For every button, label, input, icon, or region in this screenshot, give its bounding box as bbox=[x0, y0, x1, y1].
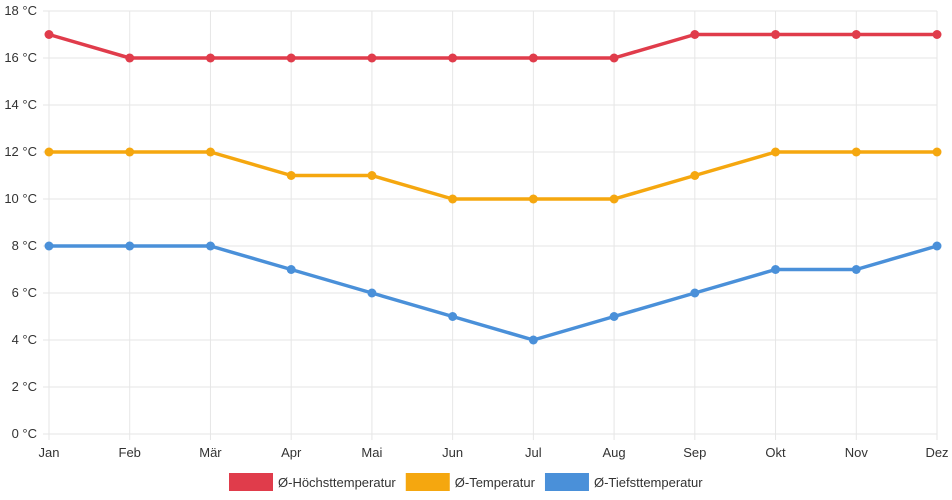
series-line-2 bbox=[47, 244, 939, 342]
x-axis-ticks: Jan Feb Mär Apr Mai Jun Jul Aug Sep Okt Nov Dez bbox=[39, 445, 949, 460]
data-point[interactable] bbox=[125, 147, 135, 157]
data-point[interactable] bbox=[286, 53, 296, 63]
y-tick-label: 0 °C bbox=[12, 426, 37, 441]
data-point[interactable] bbox=[851, 265, 861, 274]
data-point[interactable] bbox=[44, 241, 54, 251]
series-line-0 bbox=[47, 32, 939, 60]
x-tick-label: Dez bbox=[925, 445, 948, 460]
y-tick-label: 12 °C bbox=[4, 144, 37, 159]
x-tick-label: Jan bbox=[39, 445, 60, 460]
legend-swatch bbox=[229, 473, 273, 491]
data-point[interactable] bbox=[690, 171, 700, 180]
series-line-1 bbox=[47, 150, 939, 201]
y-tick-label: 8 °C bbox=[12, 238, 37, 253]
x-tick-label: Jul bbox=[525, 445, 542, 460]
data-point[interactable] bbox=[367, 53, 377, 63]
x-tick-label: Okt bbox=[765, 445, 786, 460]
data-point[interactable] bbox=[771, 265, 781, 274]
data-point[interactable] bbox=[528, 194, 538, 204]
data-point[interactable] bbox=[851, 147, 861, 157]
y-tick-label: 18 °C bbox=[4, 3, 37, 18]
legend-item-2[interactable]: Ø-Tiefsttemperatur bbox=[544, 473, 703, 491]
data-point[interactable] bbox=[528, 53, 538, 63]
y-tick-label: 16 °C bbox=[4, 50, 37, 65]
data-point[interactable] bbox=[125, 241, 135, 251]
x-tick-label: Aug bbox=[603, 445, 626, 460]
data-point[interactable] bbox=[851, 30, 861, 39]
grid bbox=[43, 10, 938, 440]
x-tick-label: Feb bbox=[119, 445, 141, 460]
data-point[interactable] bbox=[609, 312, 619, 321]
legend-label: Ø-Höchsttemperatur bbox=[278, 475, 396, 490]
data-point[interactable] bbox=[932, 147, 942, 157]
x-tick-label: Mai bbox=[361, 445, 382, 460]
y-tick-label: 2 °C bbox=[12, 379, 37, 394]
legend-item-1[interactable]: Ø-Temperatur bbox=[405, 473, 536, 491]
data-point[interactable] bbox=[44, 147, 54, 157]
data-point[interactable] bbox=[44, 30, 54, 39]
series-lines bbox=[44, 30, 942, 345]
data-point[interactable] bbox=[609, 53, 619, 63]
y-tick-label: 4 °C bbox=[12, 332, 37, 347]
legend-label: Ø-Temperatur bbox=[455, 475, 536, 490]
data-point[interactable] bbox=[932, 241, 942, 251]
x-tick-label: Mär bbox=[199, 445, 222, 460]
y-tick-label: 14 °C bbox=[4, 97, 37, 112]
data-point[interactable] bbox=[367, 288, 377, 298]
data-point[interactable] bbox=[286, 265, 296, 274]
legend-swatch bbox=[544, 473, 589, 491]
data-point[interactable] bbox=[771, 30, 781, 39]
y-tick-label: 10 °C bbox=[4, 191, 37, 206]
data-point[interactable] bbox=[448, 194, 458, 204]
data-point[interactable] bbox=[690, 288, 700, 298]
data-point[interactable] bbox=[205, 147, 215, 157]
y-axis-ticks: 0 °C 2 °C 4 °C 6 °C 8 °C 10 °C 12 °C 14 °C 16 °C… bbox=[4, 3, 37, 441]
data-point[interactable] bbox=[771, 147, 781, 157]
data-point[interactable] bbox=[125, 53, 135, 63]
data-point[interactable] bbox=[528, 335, 538, 345]
data-point[interactable] bbox=[932, 30, 942, 39]
data-point[interactable] bbox=[448, 53, 458, 63]
legend-label: Ø-Tiefsttemperatur bbox=[594, 475, 703, 490]
legend-swatch bbox=[405, 473, 450, 491]
data-point[interactable] bbox=[448, 312, 458, 321]
x-tick-label: Nov bbox=[845, 445, 869, 460]
data-point[interactable] bbox=[205, 241, 215, 251]
data-point[interactable] bbox=[690, 30, 700, 39]
y-tick-label: 6 °C bbox=[12, 285, 37, 300]
legend: Ø-Höchsttemperatur Ø-Temperatur Ø-Tiefstte… bbox=[229, 473, 703, 491]
data-point[interactable] bbox=[609, 194, 619, 204]
x-tick-label: Sep bbox=[683, 445, 706, 460]
x-tick-label: Apr bbox=[281, 445, 302, 460]
data-point[interactable] bbox=[286, 171, 296, 180]
x-tick-label: Jun bbox=[442, 445, 463, 460]
data-point[interactable] bbox=[367, 171, 377, 180]
data-point[interactable] bbox=[205, 53, 215, 63]
legend-item-0[interactable]: Ø-Höchsttemperatur bbox=[229, 473, 396, 491]
